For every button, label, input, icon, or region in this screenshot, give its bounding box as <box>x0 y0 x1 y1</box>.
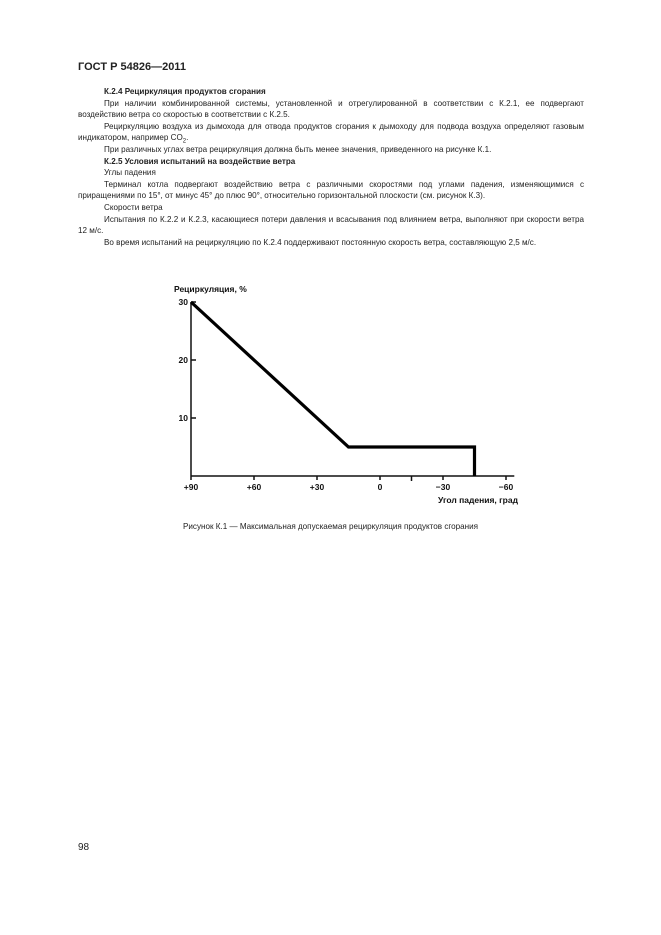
x-tick-label: +60 <box>247 482 262 492</box>
section-heading: К.2.5 Условия испытаний на воздействие в… <box>104 156 296 166</box>
document-body: К.2.4 Рециркуляция продуктов сгорания Пр… <box>78 86 584 248</box>
subheading: Углы падения <box>104 168 156 178</box>
paragraph-text: Рециркуляцию воздуха из дымохода для отв… <box>78 121 584 143</box>
paragraph: При различных углах ветра рециркуляция д… <box>104 144 492 154</box>
paragraph: Во время испытаний на рециркуляцию по К.… <box>104 237 537 247</box>
paragraph: При наличии комбинированной системы, уст… <box>78 98 584 120</box>
x-tick-label: −30 <box>436 482 451 492</box>
figure-caption: Рисунок К.1 — Максимальная допускаемая р… <box>182 522 479 531</box>
y-tick-label: 10 <box>179 413 189 423</box>
x-tick-label: +90 <box>184 482 199 492</box>
y-tick-label: 20 <box>179 355 189 365</box>
y-axis-label: Рециркуляция, % <box>174 284 247 294</box>
subheading: Скорости ветра <box>104 202 163 212</box>
x-tick-label: −60 <box>499 482 514 492</box>
y-tick-label: 30 <box>179 297 189 307</box>
x-tick-label: 0 <box>378 482 383 492</box>
page-number: 98 <box>78 842 90 853</box>
paragraph: Рециркуляцию воздуха из дымохода для отв… <box>78 121 584 145</box>
subscript: 2 <box>182 138 187 145</box>
document-header: ГОСТ Р 54826—2011 <box>78 61 186 73</box>
section-heading: К.2.4 Рециркуляция продуктов сгорания <box>104 87 266 96</box>
paragraph: Испытания по К.2.2 и К.2.3, касающиеся п… <box>78 214 584 236</box>
x-tick-label: +30 <box>310 482 325 492</box>
recirculation-line <box>189 300 477 476</box>
recirculation-chart: Рециркуляция, % Угол падения, град +90 +6… <box>174 284 519 505</box>
paragraph-text: . <box>186 133 189 143</box>
paragraph: Терминал котла подвергают воздействию ве… <box>78 179 584 201</box>
x-axis-label: Угол падения, град <box>438 495 519 505</box>
